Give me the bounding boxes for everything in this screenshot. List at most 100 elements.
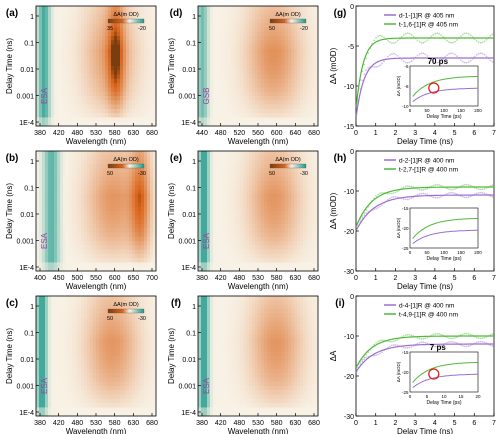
heatmap-cell: [144, 266, 148, 272]
heatmap-cell: [198, 53, 202, 58]
heatmap-cell: [201, 236, 205, 242]
heatmap-cell: [294, 78, 298, 84]
y-axis-label: Delay Time (ns): [5, 183, 14, 239]
heatmap-cell: [213, 10, 217, 15]
heatmap-cell: [96, 61, 100, 67]
heatmap-cell: [63, 176, 67, 182]
heatmap-cell: [201, 48, 205, 54]
heatmap-cell: [153, 266, 157, 272]
heatmap-cell: [102, 14, 106, 20]
heatmap-cell: [78, 176, 82, 182]
heatmap-cell: [228, 44, 232, 50]
heatmap-cell: [201, 100, 205, 105]
heatmap-cell: [255, 100, 259, 105]
heatmap-cell: [90, 155, 94, 160]
heatmap-cell: [282, 104, 286, 110]
heatmap-cell: [75, 407, 79, 413]
heatmap-cell: [285, 78, 289, 84]
heatmap-cell: [144, 394, 148, 400]
heatmap-cell: [78, 296, 82, 301]
heatmap-cell: [39, 258, 43, 263]
heatmap-cell: [84, 360, 88, 365]
heatmap-cell: [93, 211, 97, 216]
heatmap-cell: [315, 57, 319, 63]
heatmap-cell: [45, 198, 49, 203]
heatmap-cell: [201, 163, 205, 169]
heatmap-cell: [207, 159, 211, 165]
heatmap-cell: [96, 381, 100, 387]
heatmap-cell: [255, 44, 259, 50]
heatmap-cell: [252, 91, 256, 97]
heatmap-cell: [57, 155, 61, 160]
heatmap-cell: [123, 202, 127, 208]
heatmap-cell: [81, 308, 85, 314]
heatmap-cell: [105, 321, 109, 327]
heatmap-cell: [60, 44, 64, 50]
heatmap-cell: [111, 211, 115, 216]
heatmap-cell: [60, 172, 64, 178]
heatmap-cell: [84, 262, 88, 268]
heatmap-cell: [84, 74, 88, 80]
heatmap-cell: [114, 219, 118, 225]
heatmap-cell: [198, 172, 202, 178]
heatmap-cell: [57, 159, 61, 165]
heatmap-cell: [273, 78, 277, 84]
heatmap-cell: [228, 36, 232, 41]
heatmap-cell: [63, 219, 67, 225]
heatmap-cell: [141, 36, 145, 41]
heatmap-cell: [306, 10, 310, 15]
heatmap-cell: [123, 168, 127, 173]
heatmap-cell: [42, 18, 46, 24]
heatmap-cell: [216, 236, 220, 242]
heatmap-cell: [237, 151, 241, 156]
heatmap-cell: [153, 31, 157, 37]
heatmap-cell: [270, 6, 274, 11]
heatmap-cell: [117, 104, 121, 110]
heatmap-cell: [216, 27, 220, 33]
heatmap-cell: [78, 48, 82, 54]
heatmap-cell: [51, 368, 55, 374]
heatmap-cell: [201, 10, 205, 15]
heatmap-cell: [267, 14, 271, 20]
heatmap-cell: [81, 390, 85, 395]
heatmap-cell: [237, 176, 241, 182]
heatmap-cell: [246, 66, 250, 71]
heatmap-cell: [237, 168, 241, 173]
heatmap-cell: [126, 61, 130, 67]
heatmap-cell: [93, 262, 97, 268]
heatmap-cell: [243, 66, 247, 71]
heatmap-cell: [111, 40, 115, 45]
heatmap-cell: [198, 236, 202, 242]
heatmap-cell: [126, 44, 130, 50]
heatmap-cell: [105, 53, 109, 58]
heatmap-cell: [72, 368, 76, 374]
heatmap-cell: [105, 223, 109, 229]
heatmap-cell: [60, 18, 64, 24]
heatmap-cell: [135, 334, 139, 340]
heatmap-cell: [288, 104, 292, 110]
heatmap-cell: [207, 228, 211, 233]
heatmap-cell: [282, 121, 286, 127]
heatmap-cell: [123, 411, 127, 417]
heatmap-cell: [150, 343, 154, 348]
heatmap-cell: [51, 53, 55, 58]
heatmap-cell: [303, 83, 307, 88]
heatmap-cell: [90, 219, 94, 225]
heatmap-cell: [135, 258, 139, 263]
heatmap-cell: [258, 70, 262, 75]
heatmap-cell: [261, 100, 265, 105]
heatmap-cell: [204, 70, 208, 75]
heatmap-cell: [270, 78, 274, 84]
heatmap-cell: [132, 241, 136, 246]
heatmap-cell: [309, 66, 313, 71]
heatmap-cell: [36, 356, 40, 361]
heatmap-cell: [228, 78, 232, 84]
heatmap-cell: [303, 44, 307, 50]
heatmap-cell: [123, 347, 127, 353]
heatmap-cell: [213, 168, 217, 173]
heatmap-cell: [90, 176, 94, 182]
heatmap-cell: [282, 40, 286, 45]
heatmap-cell: [129, 394, 133, 400]
heatmap-cell: [63, 211, 67, 216]
heatmap-cell: [213, 18, 217, 24]
